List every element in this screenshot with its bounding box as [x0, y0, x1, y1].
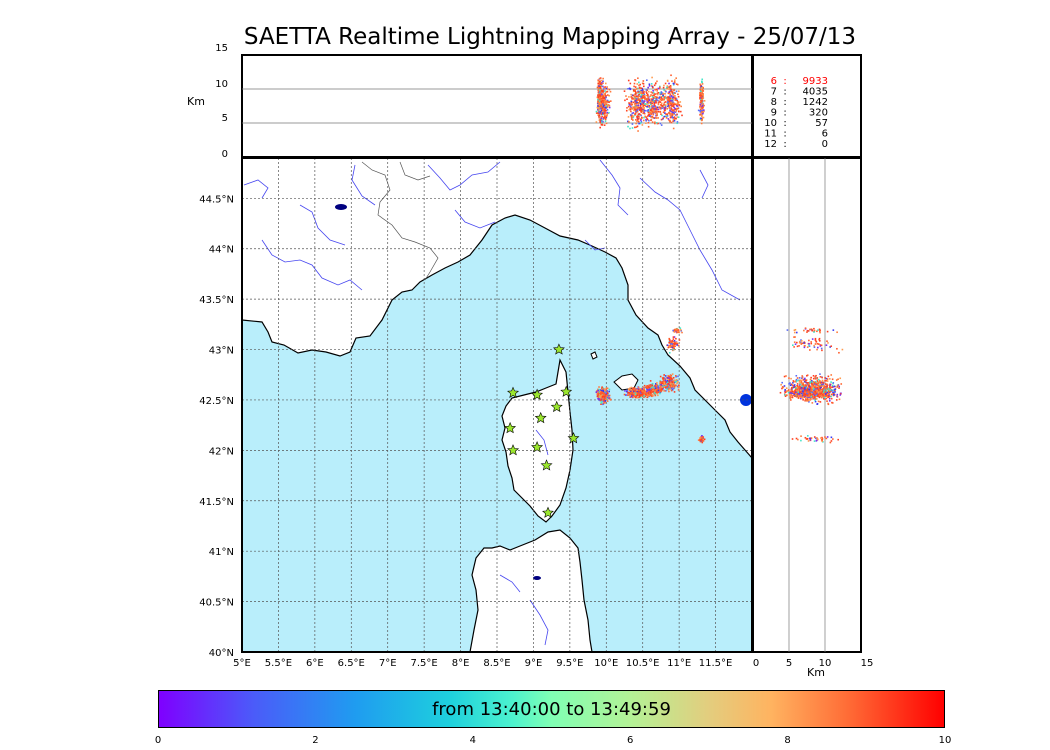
side-gridlines	[788, 158, 826, 652]
station-star-icon	[507, 444, 520, 456]
altitude-panel: 0 5 10 15 Km	[187, 43, 753, 160]
country-border	[361, 161, 439, 281]
side-lightning-points	[779, 327, 844, 444]
colorbar-tick-label: 4	[469, 735, 476, 746]
elba-island	[613, 373, 639, 391]
count-value: 0	[822, 139, 828, 150]
lat-tick-label: 40.5°N	[199, 598, 234, 609]
station-star-icon	[567, 432, 580, 444]
count-label: 7	[771, 87, 777, 98]
map-lightning-points	[595, 327, 706, 444]
lat-tick-label: 41.5°N	[199, 497, 234, 508]
lat-tick-label: 43°N	[209, 346, 234, 357]
colorbar-tick-label: 10	[938, 735, 952, 746]
chart-title: SAETTA Realtime Lightning Mapping Array …	[243, 24, 857, 50]
count-label: 9	[771, 108, 777, 119]
sardinia-island	[469, 529, 593, 652]
corsica-island	[501, 358, 574, 523]
station-star-icon	[534, 411, 547, 424]
colorbar-tick-label: 0	[154, 735, 162, 746]
altitude-tick-labels: 0 5 10 15	[215, 43, 228, 160]
station-star-icon	[550, 400, 563, 413]
altitude-tick-label: 10	[215, 79, 228, 90]
lat-tick-label: 40°N	[209, 648, 234, 659]
side-tick-label: 5	[786, 658, 792, 669]
lon-tick-label: 7.5°E	[411, 658, 438, 669]
lon-tick-label: 6.5°E	[338, 658, 365, 669]
station-star-icon	[552, 343, 565, 355]
side-tick-label: 15	[861, 658, 874, 669]
lon-tick-label: 10.5°E	[626, 658, 660, 669]
lon-tick-label: 11.5°E	[699, 658, 733, 669]
count-separator: :	[783, 108, 786, 119]
count-label: 6	[771, 76, 777, 87]
count-separator: :	[783, 76, 786, 87]
count-value: 6	[822, 129, 828, 140]
count-value: 4035	[803, 87, 828, 98]
station-star-icon	[507, 386, 520, 399]
count-value: 57	[815, 118, 828, 129]
side-tick-labels: 0 5 10 15	[753, 658, 874, 669]
lon-tick-label: 7°E	[379, 658, 397, 669]
side-tick-label: 0	[753, 658, 759, 669]
altitude-axis-label: Km	[187, 95, 205, 108]
colorbar-tick-label: 6	[627, 735, 634, 746]
lon-tick-label: 8°E	[452, 658, 470, 669]
altitude-tick-label: 15	[215, 43, 228, 54]
station-markers	[504, 343, 580, 518]
lon-tick-label: 9.5°E	[556, 658, 583, 669]
lon-tick-label: 6°E	[306, 658, 324, 669]
count-separator: :	[783, 139, 786, 150]
lon-tick-label: 10°E	[594, 658, 618, 669]
side-altitude-panel: 0 5 10 15 Km	[752, 157, 874, 679]
count-value: 1242	[803, 97, 828, 108]
lon-tick-label: 9°E	[525, 658, 543, 669]
lightning-figure: 5°E 5.5°E 6°E 6.5°E 7°E 7.5°E 8°E 8.5°E 9°E 9.5°E…	[187, 43, 874, 679]
count-label: 11	[764, 129, 777, 140]
map-panel: 5°E 5.5°E 6°E 6.5°E 7°E 7.5°E 8°E 8.5°E 9°E 9.5°E…	[199, 157, 753, 669]
colorbar-tick-label: 8	[784, 735, 791, 746]
lat-tick-label: 41°N	[209, 547, 234, 558]
altitude-lightning-points	[595, 74, 706, 132]
rivers	[243, 159, 741, 646]
colorbar-label: from 13:40:00 to 13:49:59	[432, 698, 671, 720]
colorbar-tick-label: 2	[312, 735, 319, 746]
station-star-icon	[504, 421, 517, 434]
side-axis-label: Km	[807, 666, 825, 679]
station-star-icon	[560, 385, 573, 397]
lat-tick-label: 43.5°N	[199, 295, 234, 306]
count-separator: :	[783, 87, 786, 98]
count-value: 9933	[803, 76, 828, 87]
longitude-tick-labels: 5°E 5.5°E 6°E 6.5°E 7°E 7.5°E 8°E 8.5°E 9°E 9.5°E…	[233, 658, 732, 669]
latitude-tick-labels: 40°N 40.5°N 41°N 41.5°N 42°N 42.5°N 43°N 43.5°N…	[199, 194, 234, 659]
lat-tick-label: 42.5°N	[199, 396, 234, 407]
lon-tick-label: 5°E	[233, 658, 251, 669]
altitude-tick-label: 5	[222, 113, 228, 124]
count-label: 12	[764, 139, 777, 150]
time-colorbar: from 13:40:00 to 13:49:59	[158, 690, 945, 728]
side-tick-label: 10	[819, 658, 832, 669]
count-separator: :	[783, 118, 786, 129]
lon-tick-label: 8.5°E	[483, 658, 510, 669]
lon-tick-label: 5.5°E	[265, 658, 292, 669]
station-star-icon	[531, 441, 544, 453]
count-separator: :	[783, 129, 786, 140]
station-star-icon	[542, 506, 554, 518]
sea-area	[242, 214, 752, 652]
count-value: 320	[809, 108, 828, 119]
lon-tick-label: 11°E	[667, 658, 691, 669]
lat-tick-label: 44.5°N	[199, 194, 234, 205]
count-label: 10	[764, 118, 777, 129]
lat-tick-label: 44°N	[209, 245, 234, 256]
capraia-island	[590, 351, 598, 360]
count-separator: :	[783, 97, 786, 108]
lat-tick-label: 42°N	[209, 446, 234, 457]
count-label: 8	[771, 97, 777, 108]
station-star-icon	[540, 459, 553, 471]
altitude-tick-label: 0	[222, 149, 228, 160]
station-star-icon	[531, 388, 544, 401]
